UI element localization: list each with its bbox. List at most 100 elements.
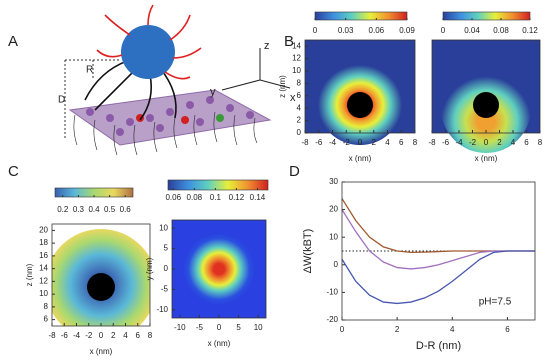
colorbar-tick-label: 0.03 bbox=[338, 26, 354, 35]
x-tick-label: 6 bbox=[505, 325, 510, 334]
y-tick-label: 12 bbox=[39, 276, 48, 285]
x-tick-label: 0 bbox=[217, 323, 222, 332]
plot-frame bbox=[341, 181, 536, 321]
x-tick-label: 2 bbox=[372, 138, 377, 147]
x-tick-label: 8 bbox=[413, 138, 418, 147]
panel-label: B bbox=[284, 33, 294, 50]
x-tick-label: -5 bbox=[196, 323, 204, 332]
x-tick-label: 8 bbox=[538, 138, 543, 147]
schematic bbox=[64, 4, 291, 156]
x-axis-label: x (nm) bbox=[90, 347, 113, 356]
x-tick-label: 2 bbox=[395, 325, 400, 334]
x-tick-label: 4 bbox=[511, 138, 516, 147]
y-tick-label: -5 bbox=[161, 285, 169, 294]
x-tick-label: -10 bbox=[174, 323, 186, 332]
x-tick-label: 0 bbox=[484, 138, 489, 147]
schematic-label: y bbox=[210, 86, 216, 98]
x-tick-label: -4 bbox=[455, 138, 463, 147]
y-tick-label: 10 bbox=[292, 66, 301, 75]
y-tick-label: 20 bbox=[39, 225, 48, 234]
y-tick-label: 16 bbox=[39, 251, 48, 260]
colorbar-tick-label: 0.06 bbox=[369, 26, 385, 35]
annotation: pH=7.5 bbox=[479, 297, 512, 308]
colorbar-tick-label: 0.08 bbox=[187, 193, 203, 202]
colorbar-tick-label: 0.2 bbox=[57, 205, 69, 214]
y-tick-label: 30 bbox=[329, 177, 338, 186]
colorbar bbox=[442, 11, 531, 21]
y-axis-label: ΔW(kBT) bbox=[302, 229, 314, 274]
y-tick-label: 8 bbox=[297, 79, 302, 88]
colorbar-tick-label: 0.08 bbox=[493, 26, 509, 35]
x-tick-label: -8 bbox=[428, 138, 436, 147]
colorbar-tick-label: 0.14 bbox=[250, 193, 266, 202]
x-axis-label: D-R (nm) bbox=[416, 340, 461, 352]
x-tick-label: 8 bbox=[148, 331, 153, 340]
field-c1 bbox=[52, 229, 150, 326]
x-tick-label: -8 bbox=[48, 331, 56, 340]
x-tick-label: -2 bbox=[343, 138, 351, 147]
x-tick-label: 2 bbox=[497, 138, 502, 147]
x-tick-label: 4 bbox=[385, 138, 390, 147]
y-tick-label: 6 bbox=[297, 91, 302, 100]
y-tick-label: 10 bbox=[39, 289, 48, 298]
y-tick-label: 4 bbox=[297, 103, 302, 112]
y-tick-label: 5 bbox=[164, 244, 169, 253]
y-tick-label: -10 bbox=[156, 305, 168, 314]
schematic-label: z bbox=[264, 40, 270, 52]
colorbar-tick-label: 0.1 bbox=[210, 193, 222, 202]
y-tick-label: 0 bbox=[297, 128, 302, 137]
colorbar-tick-label: 0.5 bbox=[104, 205, 116, 214]
panel-label: C bbox=[8, 163, 19, 180]
x-tick-label: -8 bbox=[301, 138, 309, 147]
x-tick-label: 5 bbox=[236, 323, 241, 332]
x-tick-label: -2 bbox=[469, 138, 477, 147]
x-tick-label: 10 bbox=[254, 323, 263, 332]
y-tick-label: 10 bbox=[159, 223, 168, 232]
x-tick-label: 2 bbox=[111, 331, 116, 340]
y-tick-label: 18 bbox=[39, 238, 48, 247]
x-tick-label: -4 bbox=[73, 331, 81, 340]
colorbar-tick-label: 0.12 bbox=[522, 26, 538, 35]
colorbar-tick-label: 0.4 bbox=[88, 205, 100, 214]
y-tick-label: 12 bbox=[292, 54, 301, 63]
field-c2 bbox=[172, 220, 266, 318]
colorbar bbox=[314, 11, 408, 21]
y-axis-label: z (nm) bbox=[278, 75, 287, 98]
series-line bbox=[341, 250, 535, 305]
colorbar-tick-label: 0 bbox=[313, 26, 318, 35]
panel-label: D bbox=[289, 163, 300, 180]
y-tick-label: 14 bbox=[292, 41, 301, 50]
x-tick-label: 0 bbox=[358, 138, 363, 147]
x-tick-label: -4 bbox=[329, 138, 337, 147]
colorbar-tick-label: 0.06 bbox=[165, 193, 181, 202]
x-axis-label: x (nm) bbox=[475, 154, 498, 163]
colorbar-tick-label: 0 bbox=[441, 26, 446, 35]
y-axis-label: z (nm) bbox=[25, 263, 34, 286]
x-tick-label: 6 bbox=[136, 331, 141, 340]
colorbar-tick-label: 0.3 bbox=[73, 205, 85, 214]
x-tick-label: -6 bbox=[61, 331, 69, 340]
schematic-label: x bbox=[290, 92, 296, 104]
colorbar bbox=[167, 179, 269, 191]
x-tick-label: -6 bbox=[315, 138, 323, 147]
x-tick-label: 0 bbox=[340, 325, 345, 334]
x-tick-label: -6 bbox=[442, 138, 450, 147]
y-tick-label: 14 bbox=[39, 264, 48, 273]
panel-label: A bbox=[8, 33, 18, 50]
field-b1 bbox=[305, 40, 415, 145]
y-tick-label: 8 bbox=[44, 302, 49, 311]
x-tick-label: 4 bbox=[450, 325, 455, 334]
y-tick-label: -20 bbox=[326, 315, 338, 324]
colorbar-tick-label: 0.6 bbox=[120, 205, 132, 214]
y-tick-label: 0 bbox=[164, 264, 169, 273]
x-tick-label: -2 bbox=[85, 331, 93, 340]
y-tick-label: 0 bbox=[334, 260, 339, 269]
colorbar-tick-label: 0.09 bbox=[399, 26, 415, 35]
field-b2 bbox=[432, 40, 540, 153]
x-tick-label: 6 bbox=[399, 138, 404, 147]
schematic-label: R bbox=[86, 65, 93, 76]
colorbar-tick-label: 0.12 bbox=[229, 193, 245, 202]
colorbar-tick-label: 0.04 bbox=[464, 26, 480, 35]
y-tick-label: -10 bbox=[326, 288, 338, 297]
